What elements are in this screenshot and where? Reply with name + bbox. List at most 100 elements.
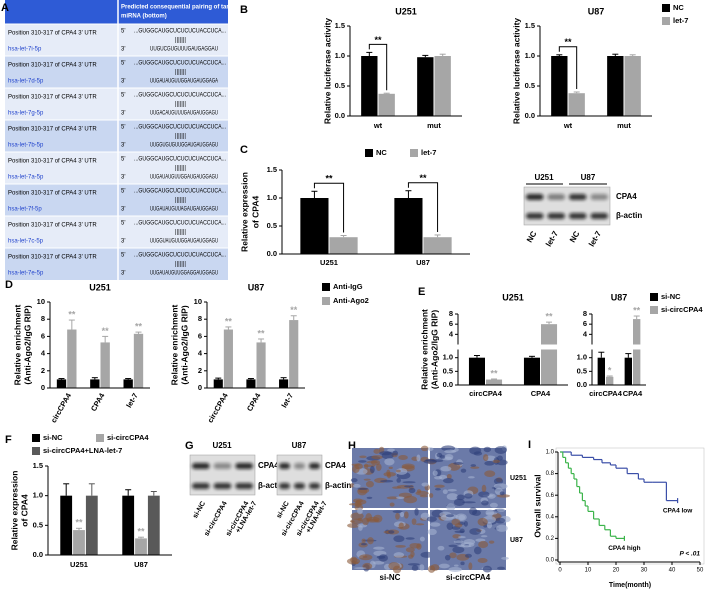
- blot-band: [569, 194, 587, 200]
- ihc-texture: [411, 518, 417, 525]
- significance-label: **: [75, 518, 83, 528]
- bar: [123, 379, 133, 388]
- table-row: [5, 88, 228, 120]
- error-bar: [612, 53, 619, 56]
- mirna-sequence: UUGUCGUGUUUGAUGAGGAU: [150, 47, 218, 53]
- error-bar: [215, 377, 222, 380]
- ihc-texture: [485, 509, 495, 517]
- y-tick-label: 4: [449, 329, 454, 338]
- ihc-texture: [405, 547, 415, 553]
- ihc-texture: [372, 561, 385, 565]
- error-bar: [434, 234, 441, 238]
- ihc-texture: [396, 496, 405, 499]
- bar: [541, 324, 558, 385]
- blot-band: [192, 463, 210, 469]
- significance-label: **: [290, 305, 298, 315]
- ihc-texture: [470, 464, 477, 467]
- x-tick-label: CPA4: [531, 389, 551, 398]
- x-tick-label: U87: [134, 560, 148, 569]
- ihc-texture: [497, 566, 506, 570]
- ihc-texture: [419, 564, 425, 571]
- bar: [568, 93, 585, 116]
- table-row: [5, 184, 228, 216]
- y-tick-label: 2: [41, 366, 45, 375]
- error-bar: [68, 319, 75, 330]
- ihc-texture: [347, 523, 360, 528]
- ihc-texture: [392, 510, 403, 514]
- legend-swatch: [662, 4, 670, 12]
- bar: [633, 319, 641, 385]
- significance-label: **: [68, 309, 76, 319]
- pairing-bars: |||||||: [175, 262, 186, 268]
- error-bar: [556, 54, 563, 56]
- five-prime: 5': [121, 157, 125, 163]
- ihc-texture: [434, 484, 445, 488]
- y-tick-label: 6: [198, 331, 202, 340]
- mirna-sequence: UUGAUAUGUUGGAGGAUGGAGU: [150, 271, 218, 277]
- mirna-name: hsa-let-7i-5p: [8, 47, 42, 53]
- significance-label: **: [564, 37, 572, 47]
- mirna-name: hsa-let-7c-5p: [8, 239, 44, 245]
- ihc-texture: [392, 486, 402, 489]
- x-tick-label: CPA4: [89, 391, 107, 413]
- significance-label: **: [633, 305, 641, 315]
- ihc-texture: [358, 460, 367, 463]
- blot-band: [213, 483, 232, 489]
- mirna-name: hsa-let-7b-5p: [8, 143, 44, 149]
- x-tick-label: circCPA4: [469, 389, 503, 398]
- bar: [279, 379, 289, 388]
- y-tick-label: 0.0: [577, 380, 587, 389]
- error-bar: [366, 51, 373, 56]
- ihc-texture: [352, 483, 361, 488]
- plot-frame: [555, 447, 705, 565]
- ihc-texture: [477, 517, 488, 526]
- y-tick-label: 8: [198, 314, 202, 323]
- blot-band: [235, 483, 253, 489]
- chart-title: U87: [248, 282, 265, 292]
- error-bar: [422, 54, 429, 58]
- pairing-bars: |||||||: [175, 70, 186, 76]
- panel-letter: F: [5, 434, 12, 446]
- legend-swatch: [32, 434, 40, 442]
- error-bar: [91, 377, 98, 380]
- y-tick-label: 0.0: [546, 558, 555, 564]
- error-bar: [63, 483, 70, 496]
- ihc-texture: [354, 463, 363, 470]
- target-sequence: ...GUGGCAUGCUCUCUCUACCUCA...: [134, 125, 226, 131]
- error-bar: [629, 54, 636, 56]
- utr-position: Position 310-317 of CPA4 3' UTR: [8, 95, 97, 101]
- panel-letter: I: [528, 439, 531, 451]
- ihc-texture: [486, 521, 493, 529]
- blot-title: U251: [212, 441, 232, 450]
- ihc-texture: [363, 478, 371, 481]
- ihc-texture: [404, 511, 409, 519]
- y-tick-label: 4: [198, 349, 203, 358]
- blot-band: [294, 483, 305, 489]
- y-tick-label: 6: [583, 319, 587, 328]
- ihc-texture: [388, 562, 400, 570]
- significance-bracket: [407, 182, 439, 232]
- blot-band: [547, 194, 565, 200]
- axis-break: [454, 344, 570, 350]
- ihc-texture: [496, 508, 506, 513]
- target-sequence: ...GUGGCAUGCUCUCUCUACCUCA...: [134, 93, 226, 99]
- blot-band: [590, 213, 608, 219]
- lane-label: let-7: [544, 229, 560, 248]
- y-axis-label: Overall survival: [532, 474, 542, 537]
- y-tick-label: 2: [198, 366, 202, 375]
- ihc-texture: [430, 564, 440, 571]
- blot-band: [526, 194, 544, 200]
- y-tick-label: 0.8: [546, 471, 555, 477]
- blot-band: [235, 463, 253, 469]
- y-tick-label: 0.5: [335, 81, 345, 90]
- bar: [624, 357, 632, 385]
- ihc-texture: [398, 492, 412, 498]
- ihc-texture: [357, 487, 369, 490]
- y-tick-label: 1.0: [525, 51, 535, 60]
- ihc-texture: [442, 477, 454, 484]
- ihc-texture: [366, 516, 380, 522]
- lane-label: NC: [525, 229, 539, 244]
- bar: [246, 379, 256, 388]
- bar: [100, 342, 110, 388]
- mirna-sequence: UUGAUAUGUUGGAUGAUGGAGA: [150, 79, 218, 85]
